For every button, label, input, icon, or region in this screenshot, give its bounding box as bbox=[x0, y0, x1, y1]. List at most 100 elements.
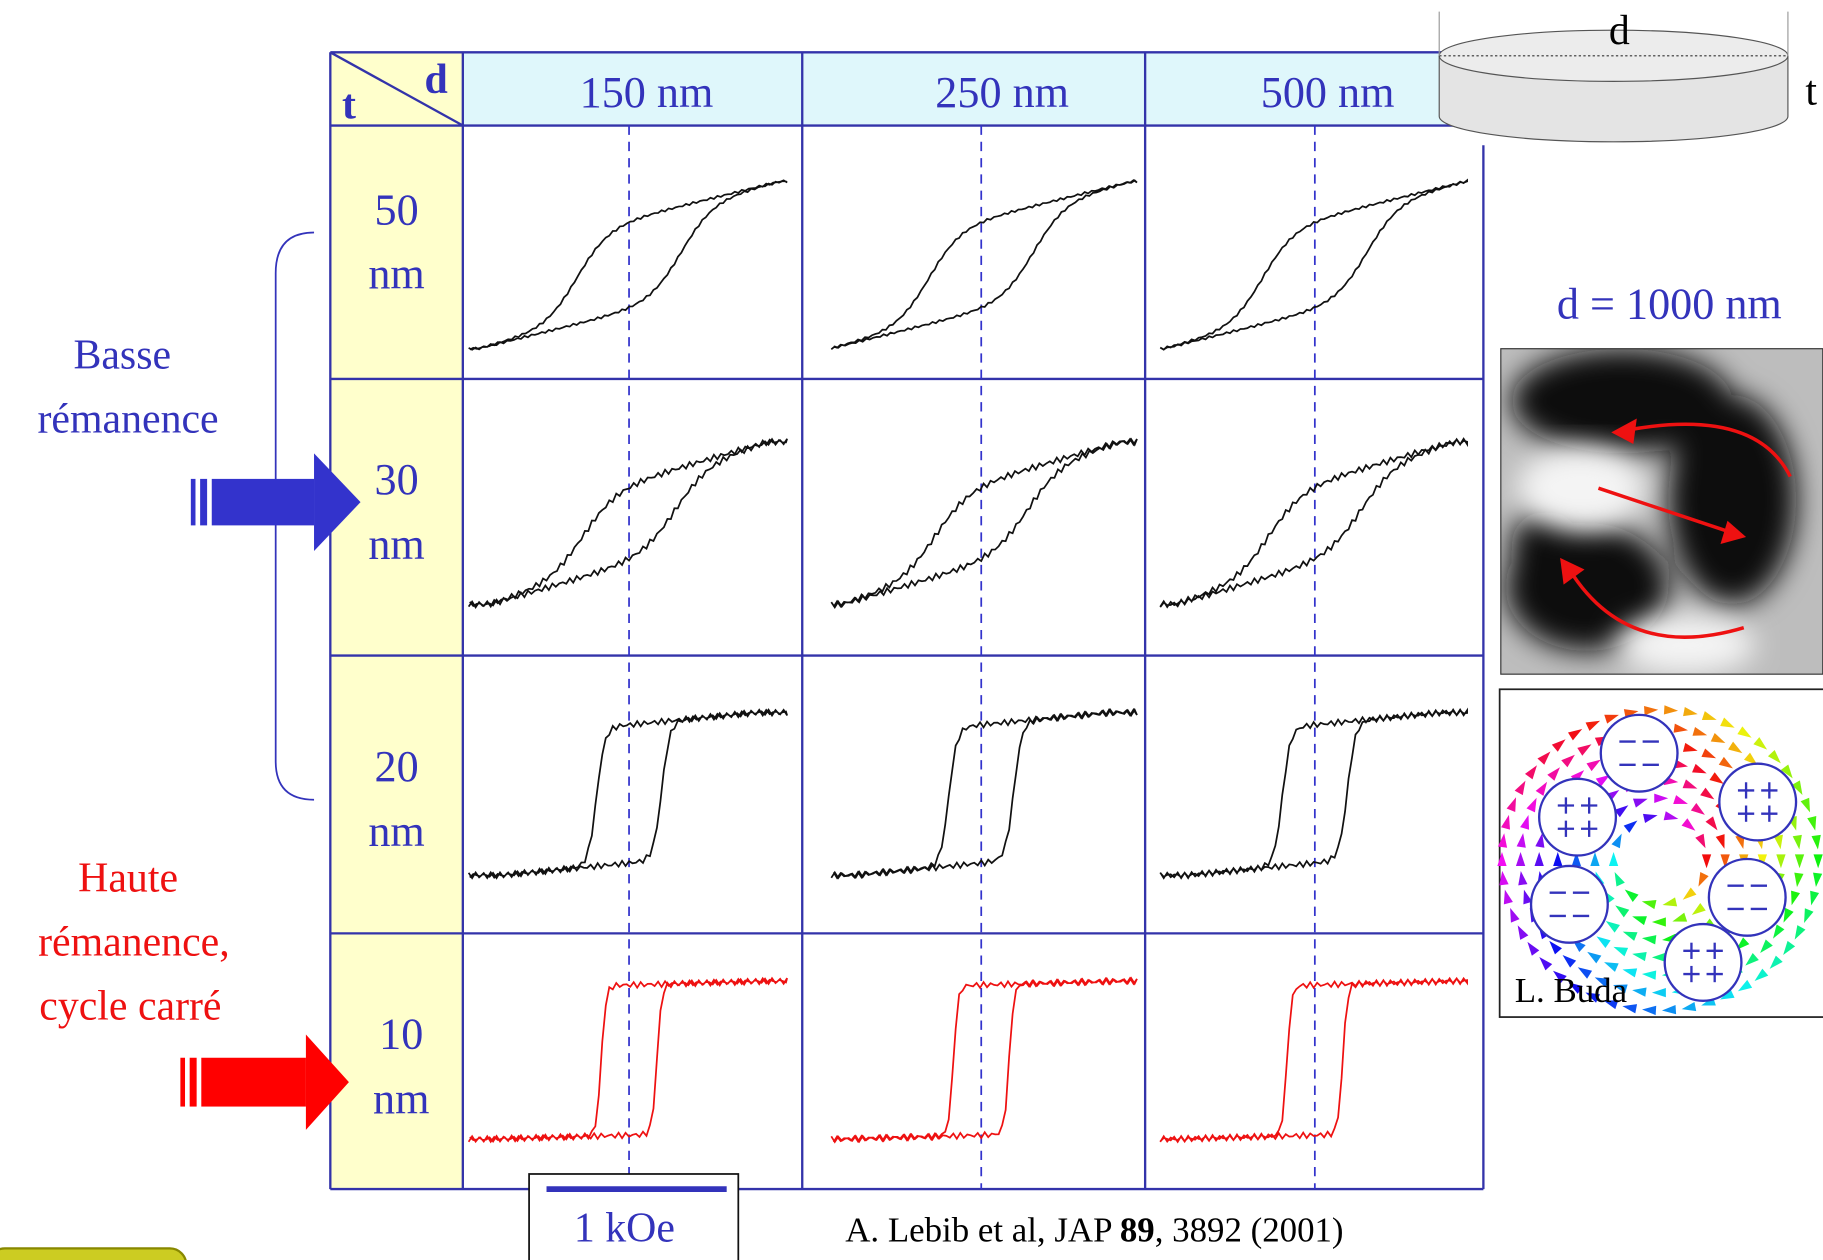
spin-arrow bbox=[1690, 802, 1705, 815]
loop-curve bbox=[467, 976, 788, 1144]
spin-arrow bbox=[1539, 956, 1553, 971]
thickness-unit: nm bbox=[368, 520, 424, 569]
spin-arrow bbox=[1577, 744, 1592, 756]
spin-arrow bbox=[1641, 970, 1657, 980]
spin-arrow bbox=[1537, 751, 1551, 765]
annotation: cycle carré bbox=[39, 983, 221, 1029]
spin-arrow bbox=[1691, 903, 1706, 916]
spin-arrow bbox=[1792, 834, 1802, 850]
spin-arrow bbox=[1800, 797, 1811, 813]
loop-curve bbox=[467, 708, 788, 880]
spin-arrow bbox=[1535, 781, 1548, 796]
spin-arrow bbox=[1718, 756, 1733, 769]
loop-curve bbox=[1159, 437, 1468, 609]
spin-arrow bbox=[1700, 787, 1715, 800]
spin-arrow bbox=[1692, 726, 1708, 736]
spin-arrow bbox=[1553, 970, 1567, 984]
spin-arrow bbox=[1571, 852, 1582, 866]
corner-decoration bbox=[0, 1247, 187, 1260]
spin-arrow bbox=[1681, 1001, 1697, 1012]
spin-arrow bbox=[1769, 955, 1783, 969]
spin-arrow bbox=[1553, 852, 1563, 866]
spin-arrow bbox=[1612, 984, 1628, 994]
spin-arrow bbox=[1745, 953, 1759, 966]
spin-arrow bbox=[1743, 752, 1758, 766]
spin-arrow bbox=[1683, 706, 1698, 717]
spin-arrow bbox=[1516, 833, 1526, 848]
mfm-image bbox=[1500, 348, 1823, 675]
spin-arrow bbox=[1651, 917, 1666, 927]
spin-arrow bbox=[1682, 742, 1698, 752]
loop-curve bbox=[1159, 178, 1468, 351]
panel-title: d = 1000 nm bbox=[1557, 279, 1782, 328]
spin-arrow bbox=[1549, 940, 1562, 955]
spin-arrow bbox=[1615, 905, 1630, 918]
thickness-value: 30 bbox=[374, 455, 418, 504]
spin-arrow bbox=[1632, 987, 1647, 997]
spin-arrow bbox=[1681, 818, 1696, 831]
thickness-value: 10 bbox=[379, 1009, 423, 1058]
spin-arrow bbox=[1663, 811, 1679, 821]
spin-arrow bbox=[1810, 890, 1820, 906]
spin-arrow bbox=[1695, 833, 1706, 849]
spin-arrow bbox=[1568, 982, 1583, 994]
spin-arrow bbox=[1641, 935, 1657, 945]
spin-arrow bbox=[1773, 924, 1785, 939]
spin-arrow bbox=[1673, 723, 1688, 733]
spin-arrow bbox=[1673, 795, 1688, 805]
spin-arrow bbox=[1709, 772, 1724, 784]
spin-arrow bbox=[1514, 780, 1526, 796]
spin-arrow bbox=[1783, 907, 1794, 923]
red-arrow bbox=[180, 1034, 349, 1130]
hysteresis-loops bbox=[467, 178, 1468, 1144]
spin-arrow bbox=[1813, 872, 1823, 887]
spin-arrow bbox=[1760, 939, 1773, 954]
spin-arrow bbox=[1794, 872, 1804, 888]
thickness-unit: nm bbox=[368, 807, 424, 856]
citation: A. Lebib et al, JAP 89, 3892 (2001) bbox=[845, 1210, 1343, 1249]
spin-arrow bbox=[1497, 833, 1508, 848]
spin-arrow bbox=[1783, 940, 1796, 955]
spin-arrow bbox=[1767, 749, 1781, 764]
charge-circle bbox=[1707, 857, 1787, 937]
spin-arrow bbox=[1608, 852, 1619, 866]
spin-arrow bbox=[1651, 988, 1666, 998]
charge-circle bbox=[1538, 777, 1618, 857]
spin-arrow bbox=[1527, 941, 1540, 956]
spin-arrow bbox=[1503, 889, 1513, 905]
spin-arrow bbox=[1753, 737, 1768, 750]
thickness-unit: nm bbox=[368, 249, 424, 298]
simulation-image bbox=[1497, 705, 1823, 1016]
spin-arrow bbox=[1515, 852, 1526, 866]
spin-arrow bbox=[1692, 763, 1707, 774]
row-header-band bbox=[330, 52, 463, 1190]
spin-arrow bbox=[1632, 951, 1647, 962]
spin-arrow bbox=[1577, 967, 1593, 979]
spin-arrow bbox=[1624, 889, 1639, 902]
spin-arrow bbox=[1605, 920, 1620, 933]
spin-arrow bbox=[1611, 833, 1622, 849]
annotation: Haute bbox=[78, 856, 178, 902]
loop-curve bbox=[830, 707, 1138, 880]
spin-arrow bbox=[1622, 931, 1638, 941]
spin-arrow bbox=[1590, 852, 1600, 866]
spin-arrow bbox=[1562, 954, 1577, 968]
spin-arrow bbox=[1587, 951, 1602, 964]
spin-arrow bbox=[1623, 820, 1638, 833]
spin-arrow bbox=[1811, 834, 1821, 850]
scale-label: 1 kOe bbox=[574, 1205, 675, 1251]
spin-arrow bbox=[1594, 977, 1610, 988]
spin-arrow bbox=[1682, 779, 1698, 789]
header-band bbox=[462, 52, 1484, 126]
spin-arrow bbox=[1654, 793, 1669, 803]
spin-arrow bbox=[1603, 1000, 1619, 1010]
spin-arrow bbox=[1791, 780, 1803, 795]
spin-arrow bbox=[1595, 774, 1610, 787]
annotation: rémanence bbox=[38, 396, 219, 442]
spin-arrow bbox=[1651, 952, 1666, 962]
spin-arrow bbox=[1622, 968, 1638, 978]
spin-arrow bbox=[1661, 1004, 1677, 1015]
spin-arrow bbox=[1813, 854, 1823, 869]
loop-curve bbox=[467, 437, 788, 609]
spin-arrow bbox=[1701, 711, 1717, 720]
